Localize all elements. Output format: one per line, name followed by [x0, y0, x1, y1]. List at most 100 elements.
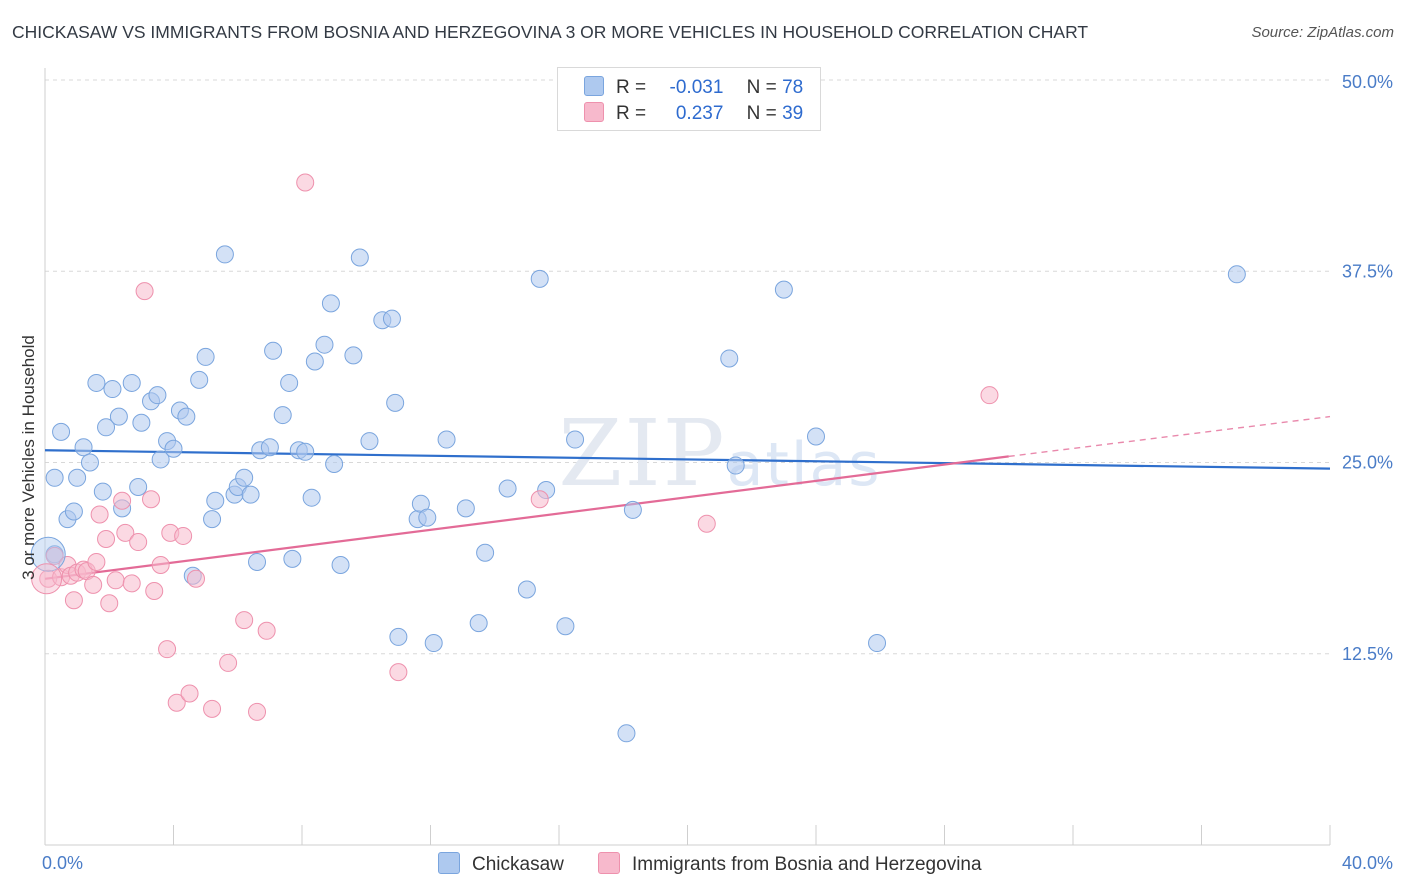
point-blue-10	[97, 418, 116, 437]
point-blue-8	[87, 373, 106, 392]
point-pink-37	[697, 514, 716, 533]
point-pink-29	[203, 699, 222, 718]
point-blue-26	[196, 347, 215, 366]
point-blue-75	[807, 427, 825, 446]
legend-n-label: N =	[746, 103, 777, 124]
point-blue-47	[325, 455, 344, 474]
point-blue-38	[273, 406, 292, 425]
point-blue-4	[64, 502, 83, 521]
point-pink-5	[64, 591, 83, 610]
point-blue-34	[248, 552, 267, 571]
point-pink-34	[296, 173, 315, 192]
legend-r-value-pink: 0.237	[675, 103, 724, 124]
source-label: Source: ZipAtlas.com	[1251, 24, 1394, 41]
point-blue-53	[382, 309, 401, 328]
point-blue-49	[344, 346, 363, 365]
trend-extension-pink	[1008, 415, 1331, 458]
point-blue-14	[122, 373, 141, 392]
point-pink-23	[158, 640, 177, 659]
series-swatch-pink	[598, 852, 620, 874]
series-legend-chickasaw: Chickasaw	[438, 852, 564, 876]
data-points	[30, 173, 1246, 743]
point-blue-9	[93, 482, 112, 501]
point-pink-25	[167, 693, 186, 712]
point-blue-12	[109, 407, 128, 426]
point-blue-70	[617, 724, 636, 743]
legend-r-value-blue: -0.031	[669, 77, 724, 98]
point-pink-28	[186, 569, 205, 588]
point-blue-32	[235, 468, 254, 487]
y-tick-label: 50.0%	[1342, 72, 1393, 92]
point-blue-48	[331, 556, 350, 575]
point-blue-27	[203, 510, 222, 529]
point-blue-74	[774, 280, 793, 299]
point-pink-10	[87, 552, 106, 571]
point-blue-51	[360, 432, 379, 451]
legend-r-label: R =	[616, 77, 647, 98]
point-blue-61	[456, 499, 475, 518]
y-tick-label: 12.5%	[1342, 644, 1393, 664]
point-pink-19	[135, 282, 154, 301]
legend-n-label: N =	[746, 77, 777, 98]
series-legend-bosnia: Immigrants from Bosnia and Herzegovina	[598, 852, 982, 876]
point-pink-16	[116, 523, 135, 542]
point-pink-12	[97, 530, 116, 548]
point-blue-37	[264, 341, 283, 360]
axes	[44, 68, 1331, 846]
point-pink-31	[235, 611, 254, 630]
point-blue-62	[469, 614, 488, 633]
watermark: ZIPatlas	[558, 400, 881, 507]
point-pink-cluster	[31, 563, 63, 595]
grid-lines	[45, 79, 1330, 655]
point-pink-9	[84, 575, 103, 594]
point-blue-15	[129, 477, 148, 496]
y-axis-label: 3 or more Vehicles in Household	[19, 335, 38, 580]
point-blue-71	[623, 500, 642, 519]
point-pink-22	[151, 556, 170, 575]
point-blue-18	[148, 386, 167, 405]
watermark-zip: ZIP	[558, 400, 726, 507]
point-blue-60	[437, 430, 456, 449]
point-blue-25	[190, 370, 209, 389]
legend-row-bosnia: R = 0.237 N = 39	[584, 102, 803, 125]
point-pink-27	[180, 684, 199, 703]
point-blue-72	[720, 349, 739, 368]
legend-swatch-blue	[584, 76, 604, 96]
point-blue-36	[260, 438, 279, 457]
point-pink-21	[145, 582, 164, 601]
point-blue-63	[476, 543, 495, 562]
point-pink-18	[129, 533, 148, 552]
series-swatch-blue	[438, 852, 460, 874]
point-blue-68	[556, 617, 575, 636]
point-pink-33	[257, 621, 276, 640]
point-blue-cluster	[30, 536, 66, 572]
point-pink-15	[113, 491, 132, 510]
point-blue-55	[389, 627, 408, 646]
series-label-bosnia: Immigrants from Bosnia and Herzegovina	[632, 854, 982, 875]
point-blue-11	[103, 380, 122, 399]
point-blue-44	[305, 352, 324, 371]
x-tick-label-max: 40.0%	[1342, 853, 1393, 873]
point-pink-36	[530, 490, 549, 509]
point-blue-23	[177, 407, 196, 426]
point-blue-77	[1227, 265, 1246, 284]
legend-n-value-blue: 78	[782, 77, 804, 98]
point-pink-32	[248, 702, 267, 721]
point-blue-40	[283, 549, 302, 568]
point-blue-16	[132, 413, 151, 432]
point-pink-26	[174, 526, 193, 545]
point-blue-66	[530, 269, 549, 288]
point-blue-45	[315, 335, 334, 354]
y-tick-label: 25.0%	[1342, 453, 1393, 473]
point-blue-69	[566, 430, 585, 449]
point-blue-1	[45, 468, 64, 487]
point-pink-20	[142, 490, 161, 509]
legend-r-label: R =	[616, 103, 647, 124]
point-blue-7	[80, 453, 99, 472]
point-blue-21	[164, 439, 183, 458]
legend-n-value-pink: 39	[782, 103, 804, 124]
point-blue-58	[418, 508, 437, 527]
chart-title: CHICKASAW VS IMMIGRANTS FROM BOSNIA AND …	[12, 22, 1089, 42]
point-blue-28	[206, 491, 225, 510]
point-blue-33	[241, 485, 260, 504]
